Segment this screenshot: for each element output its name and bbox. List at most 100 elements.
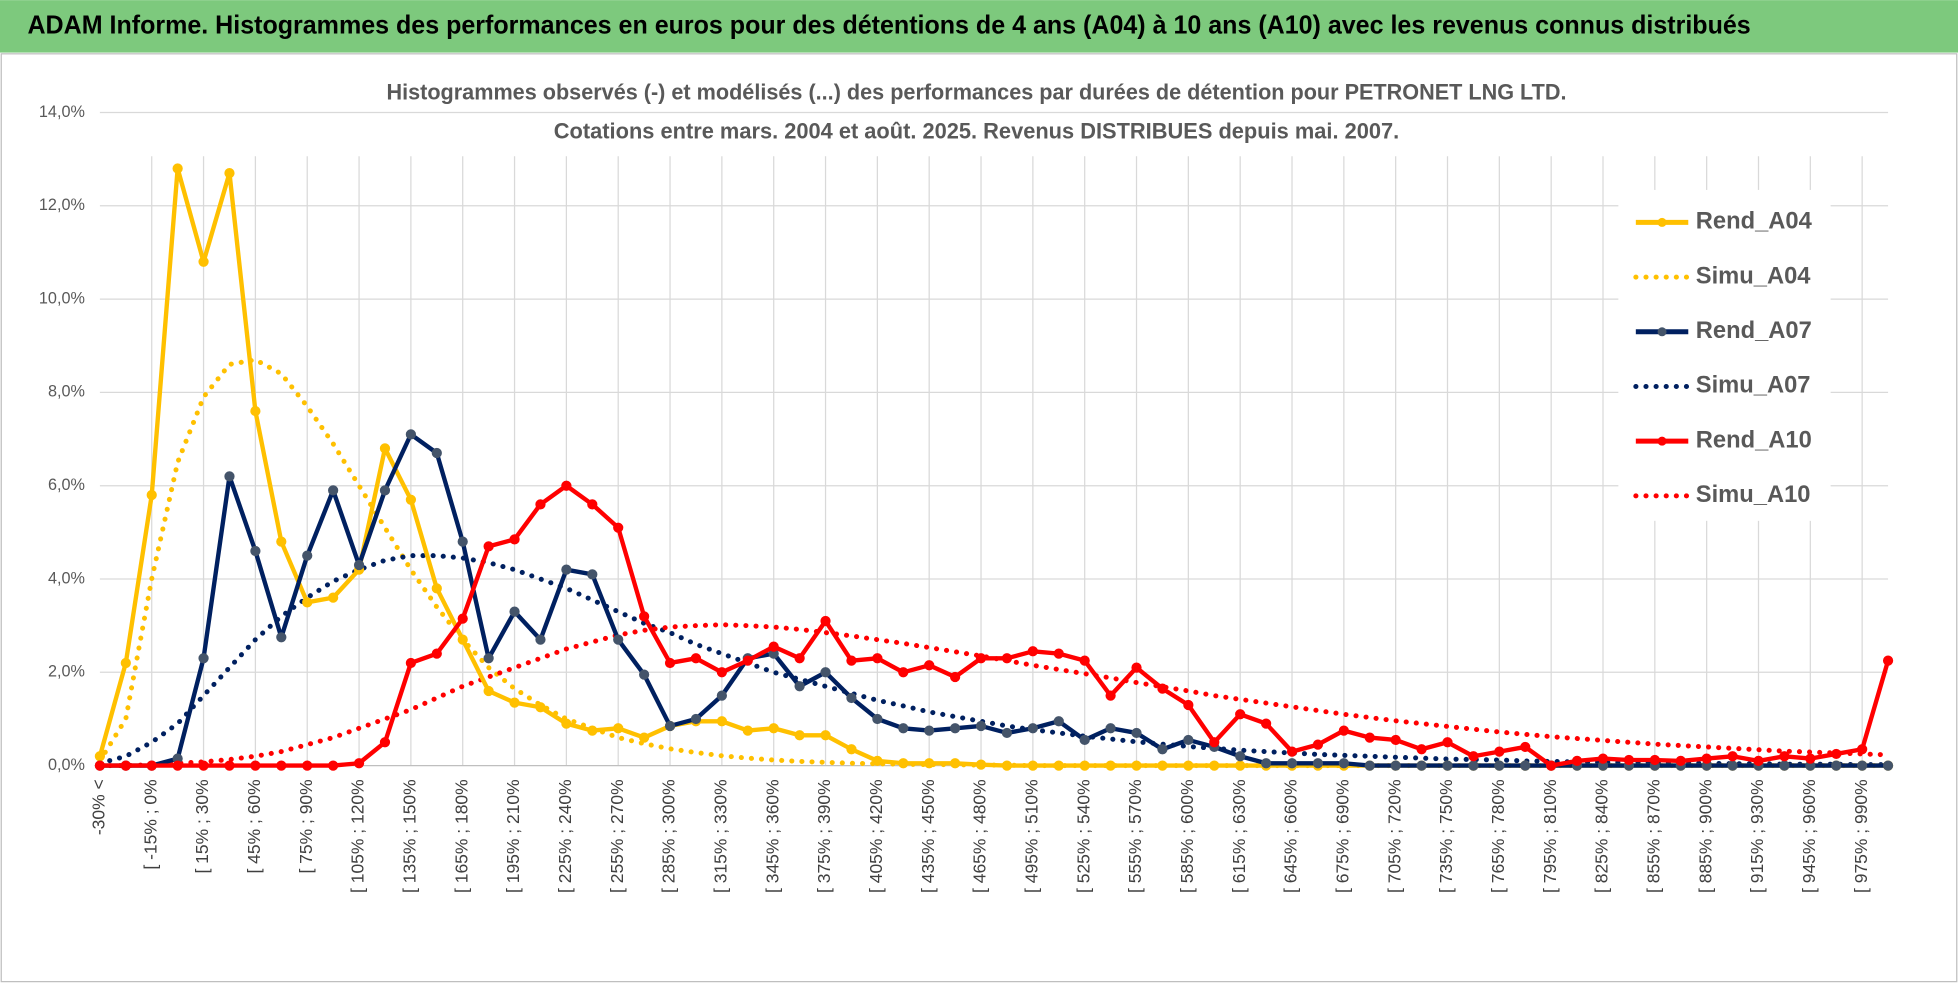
data-point — [975, 720, 987, 732]
data-point — [639, 669, 650, 680]
data-point — [1390, 760, 1401, 771]
data-point — [405, 429, 417, 440]
x-tick-label: [ 495% ; 510% — [1021, 779, 1041, 893]
data-point — [898, 723, 909, 734]
data-point — [328, 592, 339, 603]
data-point — [1882, 760, 1894, 771]
header-title: ADAM Informe. Histogrammes des performan… — [27, 9, 1750, 39]
data-point — [1209, 737, 1220, 748]
data-point — [146, 489, 157, 501]
data-point — [379, 737, 391, 748]
data-point — [198, 256, 209, 267]
data-point — [1494, 746, 1505, 757]
data-point — [587, 499, 598, 510]
data-point — [716, 716, 727, 727]
data-point — [898, 667, 909, 678]
x-tick-label: [ 585% ; 600% — [1177, 779, 1197, 893]
data-point — [483, 653, 494, 664]
x-tick-label: [ 345% ; 360% — [762, 779, 782, 893]
data-point — [561, 564, 572, 575]
data-point — [1235, 751, 1246, 762]
series-line — [99, 483, 1891, 768]
data-point — [224, 168, 235, 179]
data-point — [794, 730, 805, 741]
data-point — [846, 692, 857, 704]
data-point — [1183, 760, 1194, 771]
data-point — [794, 653, 805, 664]
y-tick-label: 4,0% — [48, 569, 85, 587]
data-point — [1053, 648, 1064, 659]
data-point — [1260, 758, 1272, 769]
data-point — [1312, 739, 1324, 750]
x-tick-label: [ 795% ; 810% — [1540, 779, 1560, 893]
data-point — [820, 730, 831, 741]
x-tick-label: [ 135% ; 150% — [400, 779, 420, 893]
legend-box — [1618, 189, 1831, 521]
data-point — [1727, 760, 1738, 771]
data-point — [794, 681, 805, 692]
data-point — [975, 759, 987, 770]
data-point — [1779, 751, 1790, 762]
data-point — [1442, 760, 1453, 771]
data-point — [1209, 760, 1220, 771]
data-point — [302, 760, 313, 771]
data-point — [1286, 746, 1298, 757]
x-tick-label: -30% < — [89, 779, 109, 835]
data-point — [846, 655, 857, 666]
data-point — [690, 713, 702, 725]
data-point — [1520, 760, 1531, 771]
data-point — [561, 718, 572, 729]
data-point — [820, 615, 831, 627]
x-tick-label: [ 225% ; 240% — [555, 779, 575, 893]
data-point — [716, 667, 727, 678]
data-point — [613, 634, 624, 645]
legend-label: Simu_A10 — [1696, 482, 1811, 508]
data-point — [276, 536, 287, 547]
data-point — [535, 634, 546, 645]
data-point — [1105, 760, 1116, 771]
data-point — [379, 443, 391, 454]
data-point — [224, 760, 235, 771]
data-point — [1546, 760, 1557, 771]
data-point — [924, 758, 935, 769]
x-tick-label: [ 885% ; 900% — [1695, 779, 1715, 893]
x-tick-label: [ 375% ; 390% — [814, 779, 834, 893]
data-point — [1727, 751, 1738, 762]
data-point — [1027, 760, 1038, 771]
data-point — [1442, 737, 1453, 748]
y-tick-label: 2,0% — [48, 663, 85, 681]
data-point — [690, 653, 702, 664]
data-point — [250, 545, 261, 557]
x-tick-label: [ 45% ; 60% — [244, 779, 264, 873]
data-point — [1157, 760, 1168, 771]
data-point — [431, 447, 442, 459]
data-point — [872, 713, 883, 725]
x-tick-label: [ 615% ; 630% — [1229, 779, 1249, 893]
data-point — [587, 569, 598, 580]
x-tick-label: [ 945% ; 960% — [1799, 779, 1819, 893]
x-tick-label: [ 15% ; 30% — [192, 779, 212, 873]
data-point — [1260, 718, 1272, 729]
x-tick-label: [ 465% ; 480% — [970, 779, 990, 893]
x-tick-label: [ 255% ; 270% — [607, 779, 627, 893]
data-point — [1831, 760, 1842, 771]
x-tick-label: [ 645% ; 660% — [1281, 779, 1301, 893]
data-point — [1416, 760, 1427, 771]
data-point — [405, 657, 417, 669]
data-point — [1416, 744, 1427, 755]
data-point — [1390, 734, 1401, 746]
data-point — [1468, 751, 1479, 762]
data-point — [483, 685, 494, 697]
data-point — [1001, 653, 1013, 664]
legend-marker — [1657, 436, 1667, 446]
data-point — [664, 657, 676, 669]
y-tick-label: 14,0% — [39, 103, 85, 121]
data-point — [431, 583, 442, 594]
data-point — [509, 534, 520, 545]
data-point — [146, 760, 157, 771]
data-point — [276, 760, 287, 771]
data-point — [1079, 760, 1090, 771]
data-point — [1183, 734, 1194, 746]
data-point — [457, 536, 468, 547]
data-point — [742, 725, 753, 736]
